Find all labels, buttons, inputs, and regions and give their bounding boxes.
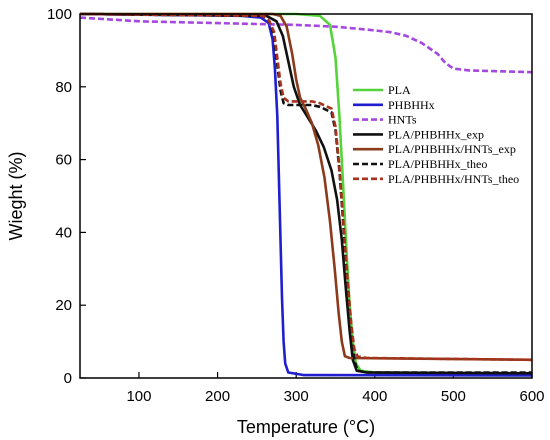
series-line-pla-phbhhx-hnts-exp bbox=[80, 12, 533, 362]
y-tick-label-0: 0 bbox=[64, 370, 72, 387]
legend-label-pla: PLA bbox=[388, 83, 411, 97]
y-tick-label-3: 60 bbox=[55, 152, 72, 169]
x-tick-label-4: 500 bbox=[441, 388, 466, 405]
plot-series bbox=[79, 12, 533, 377]
series-line-pla-phbhhx-exp bbox=[79, 12, 533, 375]
y-tick-label-1: 20 bbox=[55, 297, 72, 314]
legend-label-pla-phbhhx-hnts-theo: PLA/PHBHHx/HNTs_theo bbox=[388, 172, 519, 186]
x-axis-title: Temperature (°C) bbox=[237, 417, 375, 437]
series-line-hnts bbox=[79, 16, 533, 74]
legend: PLAPHBHHxHNTsPLA/PHBHHx_expPLA/PHBHHx/HN… bbox=[353, 83, 519, 186]
y-tick-label-4: 80 bbox=[55, 79, 72, 96]
legend-label-pla-phbhhx-exp: PLA/PHBHHx_exp bbox=[388, 127, 484, 141]
tick-labels: 100 200 300 400 500 600 0 20 40 60 80 100 bbox=[47, 6, 545, 405]
legend-label-pla-phbhhx-theo: PLA/PHBHHx_theo bbox=[388, 157, 487, 171]
x-tick-label-0: 100 bbox=[126, 388, 151, 405]
x-tick-label-2: 300 bbox=[284, 388, 309, 405]
series-line-pla-phbhhx-theo bbox=[79, 12, 532, 374]
y-tick-label-2: 40 bbox=[55, 224, 72, 241]
x-tick-label-1: 200 bbox=[205, 388, 230, 405]
legend-label-phbhhx: PHBHHx bbox=[388, 98, 435, 112]
legend-label-hnts: HNTs bbox=[388, 113, 417, 127]
legend-label-pla-phbhhx-hnts-exp: PLA/PHBHHx/HNTs_exp bbox=[388, 142, 516, 156]
y-axis-title: Wieght (%) bbox=[6, 151, 26, 240]
series-line-pla-phbhhx-hnts-theo bbox=[79, 12, 533, 362]
series-line-pla bbox=[80, 12, 533, 375]
axis-ticks bbox=[80, 13, 533, 379]
series-line-phbhhx bbox=[79, 12, 533, 377]
x-tick-label-5: 600 bbox=[519, 388, 544, 405]
y-tick-label-5: 100 bbox=[47, 6, 72, 23]
plot-frame bbox=[79, 13, 533, 379]
x-tick-label-3: 400 bbox=[362, 388, 387, 405]
